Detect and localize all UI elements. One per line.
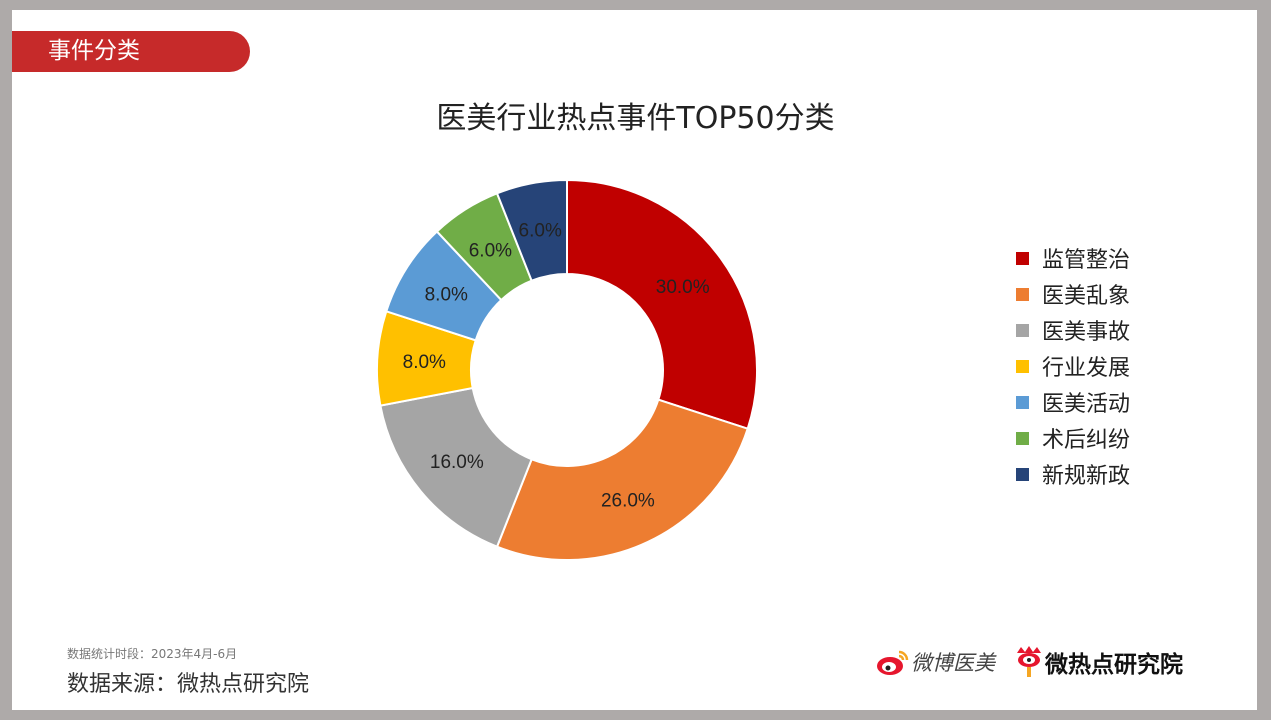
legend-label: 医美乱象 <box>1042 284 1131 309</box>
legend-label: 医美活动 <box>1042 392 1131 417</box>
slice-label: 8.0% <box>403 352 446 373</box>
data-source: 数据来源：微热点研究院 <box>67 672 310 697</box>
logos: 微博医美 微热点研究院 <box>875 645 1183 679</box>
weiredian-text: 微热点研究院 <box>1045 652 1183 678</box>
legend-label: 医美事故 <box>1042 320 1131 345</box>
slice-label: 30.0% <box>656 277 710 298</box>
data-period: 数据统计时段：2023年4月-6月 <box>67 647 238 661</box>
legend-swatch <box>1016 323 1029 337</box>
legend-item: 术后纠纷 <box>1016 420 1130 456</box>
legend-swatch <box>1016 359 1029 373</box>
legend-swatch <box>1016 395 1029 409</box>
legend-item: 医美事故 <box>1016 312 1130 348</box>
weiredian-logo: 微热点研究院 <box>1013 645 1183 679</box>
legend-swatch <box>1016 287 1029 301</box>
legend-swatch <box>1016 467 1029 481</box>
slice-label: 16.0% <box>430 452 484 473</box>
slice-label: 6.0% <box>469 240 512 261</box>
legend-item: 医美活动 <box>1016 384 1130 420</box>
donut-slice-7 <box>495 178 568 283</box>
legend-label: 新规新政 <box>1042 464 1131 489</box>
weibo-medical-logo: 微博医美 <box>875 646 995 678</box>
legend-item: 行业发展 <box>1016 348 1130 384</box>
donut-chart: 30.0% 26.0% 16.0% 8.0% 8.0% 6.0% 6.0% <box>376 178 758 561</box>
legend-item: 医美乱象 <box>1016 276 1130 312</box>
weibo-icon <box>877 650 909 675</box>
chart-legend: 监管整治医美乱象医美事故行业发展医美活动术后纠纷新规新政 <box>1016 240 1130 492</box>
weiredian-icon <box>1017 646 1041 677</box>
legend-label: 术后纠纷 <box>1042 428 1131 453</box>
donut-slice-3 <box>379 386 533 548</box>
slice-label: 6.0% <box>519 221 562 242</box>
donut-slice-1 <box>566 178 758 430</box>
donut-slice-2 <box>495 398 749 561</box>
section-tag: 事件分类 <box>12 31 250 72</box>
slice-label: 8.0% <box>425 284 468 305</box>
slice-label: 26.0% <box>601 490 655 511</box>
chart-title: 医美行业热点事件TOP50分类 <box>436 101 835 136</box>
legend-swatch <box>1016 251 1029 265</box>
legend-swatch <box>1016 431 1029 445</box>
legend-label: 行业发展 <box>1042 356 1131 381</box>
legend-item: 新规新政 <box>1016 456 1130 492</box>
legend-label: 监管整治 <box>1042 248 1131 273</box>
weibo-medical-text: 微博医美 <box>911 651 995 675</box>
legend-item: 监管整治 <box>1016 240 1130 276</box>
